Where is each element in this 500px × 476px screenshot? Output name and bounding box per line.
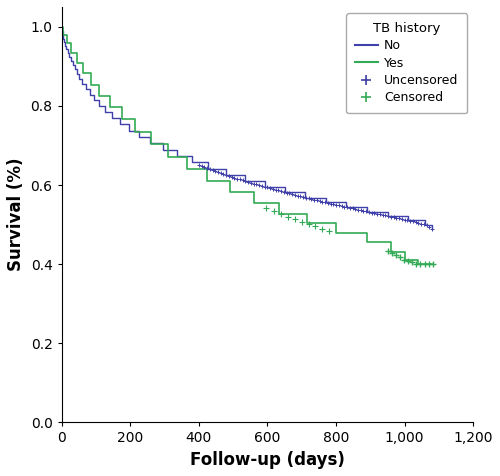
X-axis label: Follow-up (days): Follow-up (days) xyxy=(190,451,345,469)
Legend: No, Yes, Uncensored, Censored: No, Yes, Uncensored, Censored xyxy=(346,13,467,113)
Y-axis label: Survival (%): Survival (%) xyxy=(7,158,25,271)
